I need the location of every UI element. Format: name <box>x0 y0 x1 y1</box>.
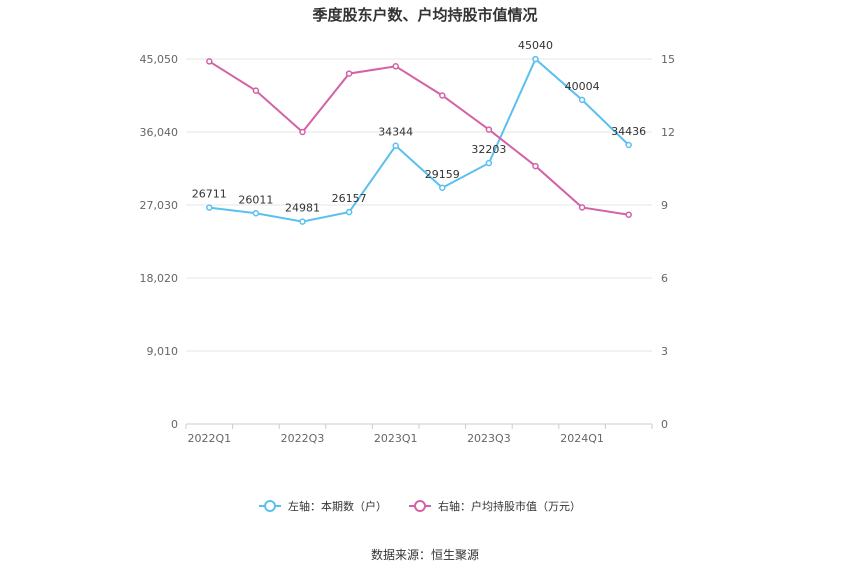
right-y-tick-label: 0 <box>661 418 668 431</box>
data-point <box>532 162 539 170</box>
right-y-tick-label: 12 <box>661 126 675 139</box>
right-y-tick-label: 15 <box>661 53 675 66</box>
left-y-tick-label: 18,020 <box>140 272 179 285</box>
data-point <box>206 58 213 65</box>
left-y-tick-label: 9,010 <box>147 345 179 358</box>
data-label: 34436 <box>611 125 646 138</box>
x-tick-label: 2024Q1 <box>560 432 604 445</box>
data-point <box>299 218 306 225</box>
x-tick-label: 2023Q1 <box>374 432 418 445</box>
data-point <box>345 70 353 77</box>
data-point <box>532 55 539 63</box>
left-y-tick-label: 0 <box>171 418 178 431</box>
data-point <box>485 126 493 133</box>
data-point <box>345 208 353 216</box>
series-line-1 <box>209 57 630 223</box>
data-point <box>392 63 399 70</box>
x-tick-label: 2022Q1 <box>187 432 231 445</box>
data-point <box>439 92 446 99</box>
data-point <box>206 204 213 211</box>
legend-marker <box>414 500 426 512</box>
data-point <box>578 96 586 104</box>
data-point <box>625 141 632 149</box>
data-label: 34344 <box>378 126 413 139</box>
data-point <box>439 184 446 192</box>
legend-marker <box>264 500 276 512</box>
x-tick-label: 2023Q3 <box>467 432 511 445</box>
data-point <box>392 142 399 149</box>
left-y-tick-label: 45,050 <box>140 53 179 66</box>
right-y-tick-label: 3 <box>661 345 668 358</box>
data-label: 40004 <box>565 80 600 93</box>
data-point <box>299 128 306 136</box>
legend-label: 右轴：户均持股市值（万元） <box>438 499 581 513</box>
data-label: 45040 <box>518 39 553 52</box>
data-point <box>252 210 260 217</box>
data-label: 26711 <box>192 188 227 201</box>
right-y-tick-label: 9 <box>661 199 668 212</box>
data-label: 32203 <box>471 143 506 156</box>
data-point <box>485 159 493 167</box>
series-line-2 <box>208 60 629 216</box>
data-label: 26157 <box>332 192 367 205</box>
data-source: 数据来源：恒生聚源 <box>370 548 479 562</box>
data-label: 24981 <box>285 202 320 215</box>
data-point <box>625 211 632 218</box>
data-label: 26011 <box>238 193 273 206</box>
left-y-tick-label: 27,030 <box>140 199 179 212</box>
x-tick-label: 2022Q3 <box>281 432 325 445</box>
data-label: 29159 <box>425 168 460 181</box>
right-y-tick-label: 6 <box>661 272 668 285</box>
legend-label: 左轴：本期数（户） <box>288 499 387 513</box>
chart-title: 季度股东户数、户均持股市值情况 <box>312 6 538 24</box>
data-point <box>252 87 260 94</box>
left-y-tick-label: 36,040 <box>140 126 179 139</box>
data-point <box>578 204 586 211</box>
